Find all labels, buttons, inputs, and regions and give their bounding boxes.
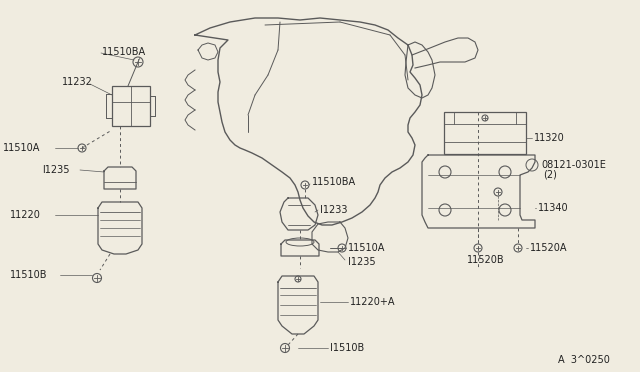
Text: 11520A: 11520A <box>530 243 568 253</box>
Text: (2): (2) <box>543 169 557 179</box>
Text: 11340: 11340 <box>538 203 568 213</box>
Text: I1235: I1235 <box>348 257 376 267</box>
Text: 11510B: 11510B <box>10 270 47 280</box>
Text: 11510BA: 11510BA <box>312 177 356 187</box>
Text: I1510B: I1510B <box>330 343 364 353</box>
Text: 11220+A: 11220+A <box>350 297 396 307</box>
Text: 11320: 11320 <box>534 133 564 143</box>
Text: 11510BA: 11510BA <box>102 47 146 57</box>
Text: 11510A: 11510A <box>348 243 385 253</box>
Bar <box>112 86 150 126</box>
Text: I1233: I1233 <box>320 205 348 215</box>
Text: l1235: l1235 <box>42 165 70 175</box>
Text: A  3^0250: A 3^0250 <box>558 355 610 365</box>
Text: 11510A: 11510A <box>3 143 40 153</box>
Text: 11220: 11220 <box>10 210 41 220</box>
Text: 11232: 11232 <box>62 77 93 87</box>
Text: 08121-0301E: 08121-0301E <box>541 160 606 170</box>
Text: 11520B: 11520B <box>467 255 504 265</box>
Bar <box>444 112 526 154</box>
